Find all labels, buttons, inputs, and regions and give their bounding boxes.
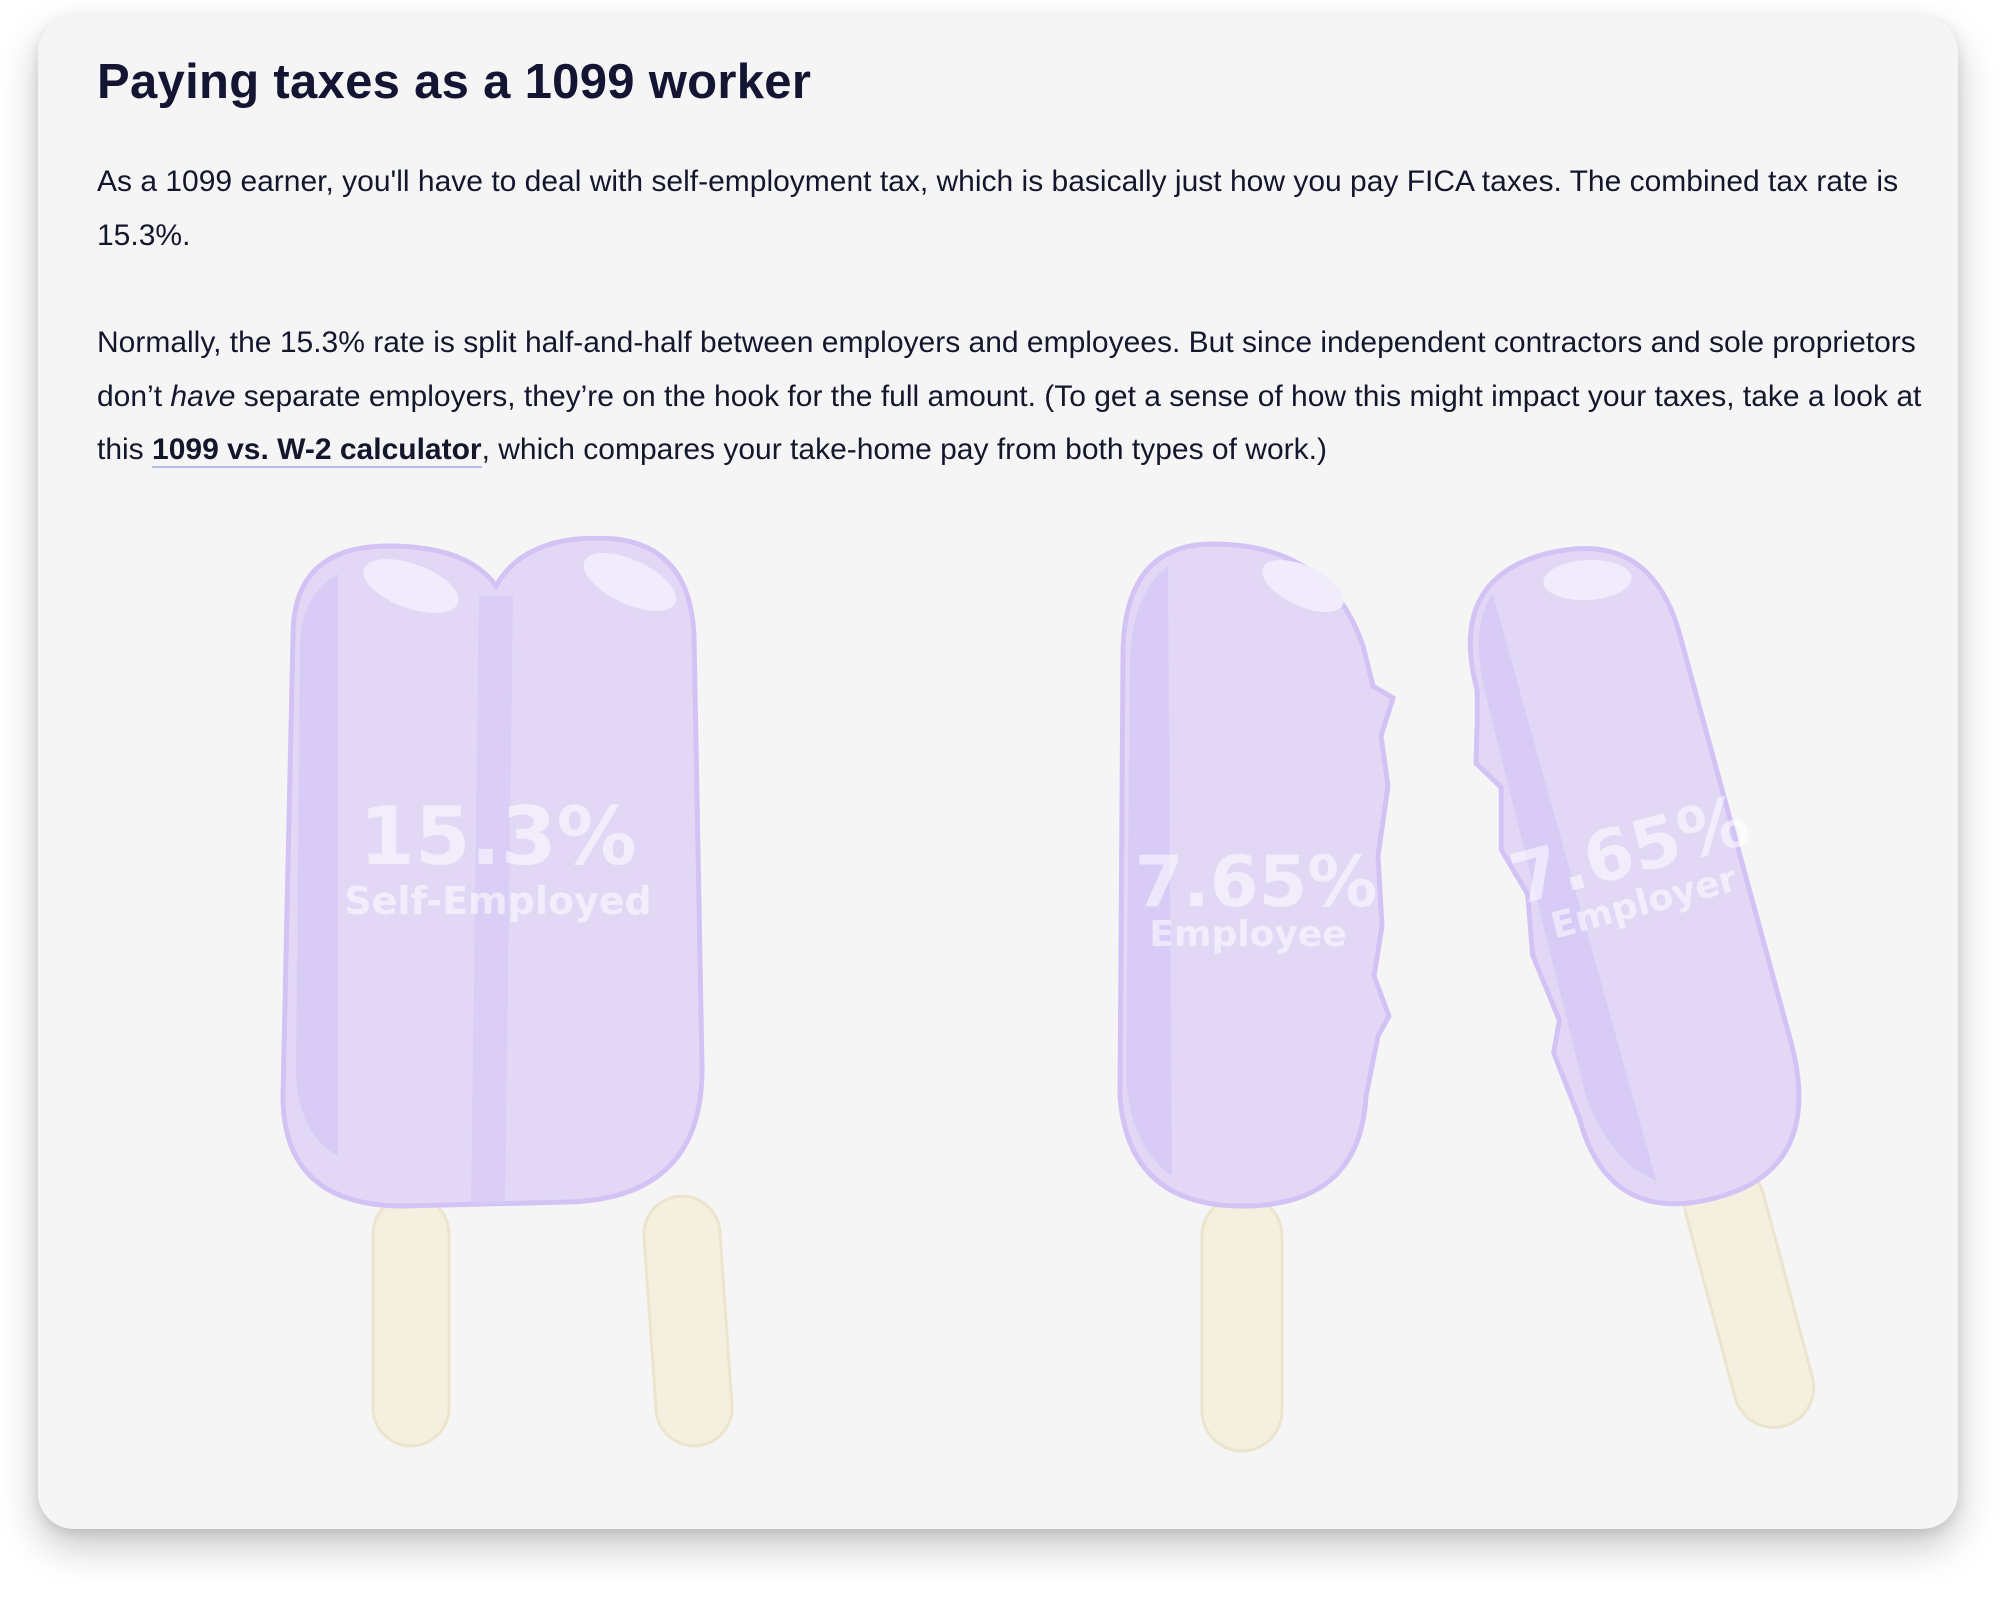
calculator-link[interactable]: 1099 vs. W-2 calculator — [152, 433, 482, 468]
self-employed-rate: 15.3% — [359, 790, 637, 883]
paragraph-split-text-3: , which compares your take-home pay from… — [481, 433, 1327, 466]
employer-popsicle: 7.65% Employer — [1467, 545, 1816, 1429]
highlight-right-icon — [583, 552, 677, 612]
employer-popsicle-body-icon — [1467, 545, 1802, 1207]
stick-left-icon — [371, 1194, 451, 1448]
self-employed-label: Self-Employed — [344, 879, 651, 923]
left-shade-icon — [296, 574, 338, 1156]
popsicle-illustration: 15.3% Self-Employed 7.65% Employee 7.65%… — [280, 536, 1816, 1453]
paragraph-split: Normally, the 15.3% rate is split half-a… — [97, 316, 1947, 477]
highlight-employee-icon — [1262, 560, 1344, 612]
employee-shade-icon — [1126, 566, 1172, 1176]
employee-popsicle-body-icon — [1117, 541, 1396, 1209]
paragraph-split-text-1: Normally, the 15.3% rate is split half-a… — [97, 326, 1916, 413]
article-title: Paying taxes as a 1099 worker — [97, 55, 812, 109]
emphasis-have: have — [170, 379, 236, 413]
self-employed-popsicle: 15.3% Self-Employed — [280, 536, 734, 1448]
stick-employee-icon — [1200, 1194, 1284, 1453]
stick-right-icon — [642, 1194, 734, 1448]
employer-shade-icon — [1478, 593, 1657, 1181]
employee-label: Employee — [1149, 914, 1346, 955]
paragraph-intro: As a 1099 earner, you'll have to deal wi… — [97, 165, 1899, 252]
highlight-employer-icon — [1543, 559, 1632, 601]
article-card: Paying taxes as a 1099 worker As a 1099 … — [38, 16, 1958, 1529]
employee-popsicle: 7.65% Employee — [1117, 541, 1396, 1453]
paragraph-split-text-2: separate employers, they’re on the hook … — [97, 379, 1922, 467]
highlight-left-icon — [363, 559, 459, 613]
employee-rate: 7.65% — [1135, 841, 1378, 923]
center-groove-icon — [471, 595, 513, 1205]
